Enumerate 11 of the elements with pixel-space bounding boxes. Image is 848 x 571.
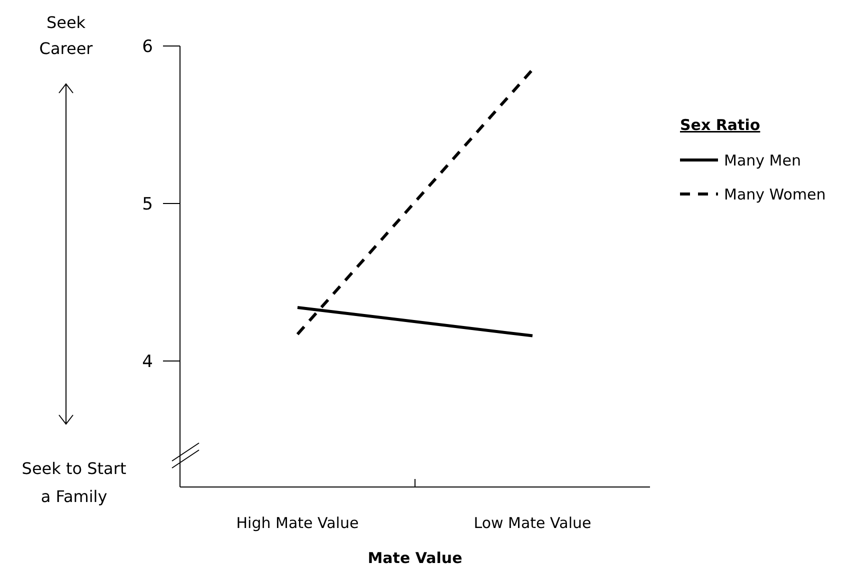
- legend-title: Sex Ratio: [680, 116, 760, 134]
- legend-label: Many Women: [724, 185, 826, 204]
- x-tick-label: High Mate Value: [236, 514, 359, 532]
- y-tick-label: 6: [142, 36, 153, 57]
- y-tick-label: 5: [142, 194, 153, 214]
- text: Seek Career: [39, 13, 94, 58]
- legend-label: Many Men: [724, 151, 801, 170]
- y-tick-label: 4: [142, 352, 153, 372]
- text: Seek to Start a Family: [22, 459, 126, 506]
- x-tick-label: Low Mate Value: [474, 514, 592, 532]
- x-axis-title: Mate Value: [368, 549, 462, 567]
